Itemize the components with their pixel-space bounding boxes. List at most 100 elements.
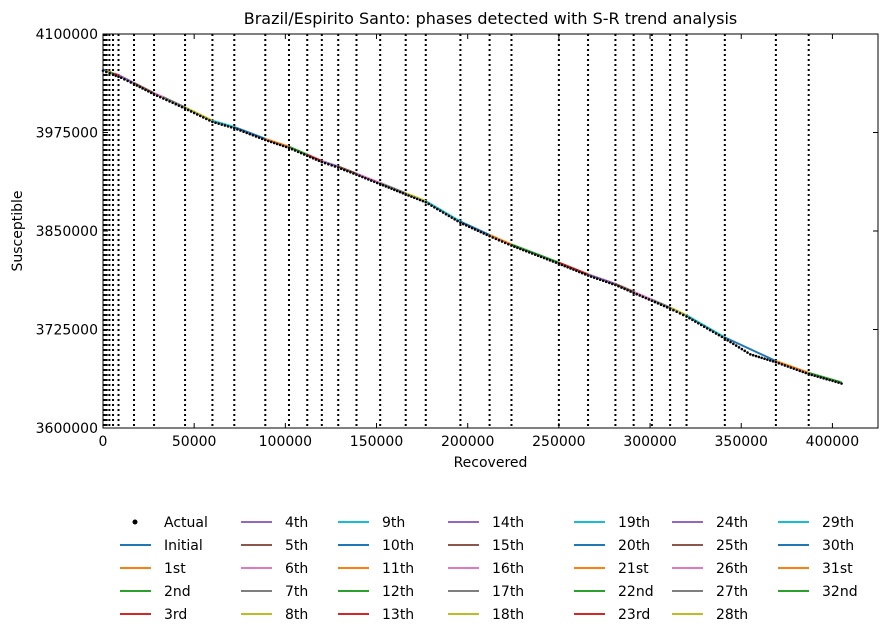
actual-point	[757, 355, 761, 359]
actual-point	[229, 125, 233, 129]
actual-point	[284, 145, 288, 149]
actual-point	[464, 224, 468, 227]
actual-point	[205, 117, 208, 121]
actual-point	[723, 337, 727, 340]
legend-label: Initial	[164, 538, 203, 554]
legend-label: 32nd	[822, 584, 858, 600]
actual-point	[656, 302, 660, 305]
actual-point	[144, 88, 147, 92]
actual-point	[795, 368, 799, 372]
actual-point	[415, 197, 419, 201]
legend-label: 6th	[285, 561, 308, 577]
actual-point	[702, 325, 706, 328]
actual-point	[650, 299, 654, 303]
actual-point	[675, 310, 678, 314]
actual-point	[641, 295, 645, 299]
actual-point	[336, 166, 340, 169]
actual-point	[548, 259, 552, 262]
actual-point	[507, 242, 510, 246]
actual-point	[822, 377, 825, 380]
actual-point	[201, 116, 205, 119]
legend-item: 31st	[778, 561, 853, 577]
actual-point	[771, 360, 775, 363]
actual-point	[638, 294, 642, 297]
legend-item: 15th	[448, 538, 524, 554]
x-tick-label: 150000	[350, 434, 403, 450]
legend-label: Actual	[164, 515, 208, 531]
actual-point	[831, 379, 834, 383]
actual-point	[798, 369, 802, 373]
actual-point	[711, 330, 715, 334]
actual-point	[749, 353, 752, 356]
legend-label: 18th	[492, 607, 524, 623]
legend-item: 30th	[778, 538, 854, 554]
actual-point	[251, 133, 255, 137]
legend-label: 19th	[618, 515, 650, 531]
actual-point	[418, 198, 422, 202]
actual-point	[135, 84, 139, 87]
actual-point	[530, 252, 534, 255]
actual-point	[311, 156, 315, 160]
actual-point	[819, 376, 822, 379]
legend-item: 13th	[338, 607, 414, 623]
legend-item: 3rd	[120, 607, 187, 623]
actual-point	[217, 122, 220, 125]
actual-point	[378, 182, 382, 186]
legend-label: 5th	[285, 538, 308, 554]
actual-point	[732, 342, 735, 346]
actual-point	[519, 247, 522, 251]
actual-point	[681, 313, 685, 317]
actual-point	[174, 102, 178, 106]
legend-item: 21st	[574, 561, 649, 577]
actual-point	[424, 200, 428, 204]
actual-point	[327, 162, 330, 166]
actual-point	[491, 236, 495, 239]
legend-item: 7th	[241, 584, 308, 600]
legend-label: 25th	[716, 538, 748, 554]
series-line-8th	[184, 106, 213, 122]
actual-point	[401, 191, 405, 195]
actual-point	[278, 143, 282, 147]
actual-point	[592, 276, 596, 279]
actual-point	[275, 142, 279, 146]
legend-item: Initial	[120, 538, 203, 554]
actual-point	[147, 90, 150, 93]
actual-point	[699, 323, 703, 327]
y-tick-label: 3600000	[36, 421, 98, 437]
actual-point	[248, 132, 252, 136]
actual-point	[296, 150, 300, 154]
actual-point	[813, 374, 816, 378]
legend-label: 9th	[382, 515, 405, 531]
actual-point	[786, 365, 790, 368]
actual-point	[308, 155, 312, 159]
legend-label: 24th	[716, 515, 748, 531]
actual-point	[320, 160, 324, 164]
actual-point	[840, 382, 843, 385]
actual-point	[740, 347, 744, 351]
legend-item: 23rd	[574, 607, 650, 623]
actual-point	[717, 333, 721, 337]
legend-item: 4th	[241, 515, 308, 531]
actual-point	[450, 216, 454, 219]
legend-item: 28th	[672, 607, 748, 623]
legend-label: 12th	[382, 584, 414, 600]
actual-point	[774, 360, 778, 364]
legend-item: 16th	[448, 561, 524, 577]
actual-point	[688, 316, 691, 320]
actual-point	[111, 73, 115, 76]
actual-point	[578, 270, 581, 274]
actual-point	[364, 176, 367, 180]
actual-point	[647, 298, 651, 301]
actual-point	[410, 195, 413, 198]
actual-point	[470, 226, 474, 230]
actual-point	[632, 291, 635, 295]
actual-point	[598, 278, 602, 282]
actual-point	[810, 373, 813, 377]
legend-label: 1st	[164, 561, 186, 577]
actual-point	[825, 377, 828, 381]
actual-point	[119, 76, 123, 80]
actual-point	[816, 375, 819, 378]
actual-point	[358, 174, 361, 178]
actual-point	[635, 292, 638, 296]
